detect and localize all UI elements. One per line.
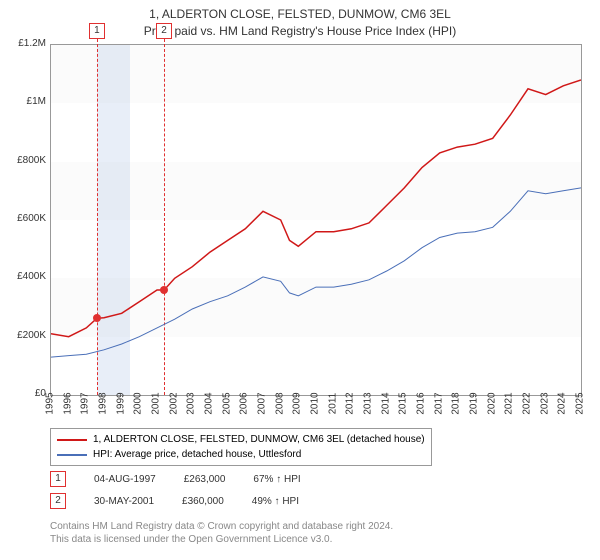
legend-swatch-1 <box>57 439 87 441</box>
marker-data-rows: 1 04-AUG-1997 £263,000 67% ↑ HPI 2 30-MA… <box>50 468 301 512</box>
ytick-label: £0 <box>6 388 46 399</box>
marker-badge-1: 1 <box>50 471 66 487</box>
xtick-label: 1996 <box>62 389 73 419</box>
chart-container: 1, ALDERTON CLOSE, FELSTED, DUNMOW, CM6 … <box>0 0 600 560</box>
ytick-label: £400K <box>6 271 46 282</box>
marker-box-2: 2 <box>156 23 172 39</box>
xtick-label: 2001 <box>151 389 162 419</box>
marker-badge-2: 2 <box>50 493 66 509</box>
ytick-label: £600K <box>6 213 46 224</box>
marker-date-1: 04-AUG-1997 <box>94 474 156 485</box>
data-row-2: 2 30-MAY-2001 £360,000 49% ↑ HPI <box>50 490 301 512</box>
data-row-1: 1 04-AUG-1997 £263,000 67% ↑ HPI <box>50 468 301 490</box>
xtick-label: 2021 <box>504 389 515 419</box>
xtick-label: 1999 <box>115 389 126 419</box>
xtick-label: 2009 <box>292 389 303 419</box>
xtick-label: 2006 <box>239 389 250 419</box>
plot-area: 12 <box>50 44 582 396</box>
marker-hpi-1: 67% ↑ HPI <box>253 474 300 485</box>
xtick-label: 2008 <box>274 389 285 419</box>
legend-row-1: 1, ALDERTON CLOSE, FELSTED, DUNMOW, CM6 … <box>57 432 425 447</box>
xtick-label: 2002 <box>168 389 179 419</box>
footer-line2: This data is licensed under the Open Gov… <box>50 533 393 546</box>
ytick-label: £1M <box>6 96 46 107</box>
xtick-label: 2010 <box>310 389 321 419</box>
footer: Contains HM Land Registry data © Crown c… <box>50 520 393 546</box>
xtick-label: 1997 <box>80 389 91 419</box>
xtick-label: 2011 <box>327 389 338 419</box>
xtick-label: 2013 <box>363 389 374 419</box>
title-line1: 1, ALDERTON CLOSE, FELSTED, DUNMOW, CM6 … <box>0 6 600 23</box>
legend-swatch-2 <box>57 454 87 456</box>
xtick-label: 2017 <box>433 389 444 419</box>
marker-price-1: £263,000 <box>184 474 226 485</box>
marker-date-2: 30-MAY-2001 <box>94 496 154 507</box>
xtick-label: 2000 <box>133 389 144 419</box>
xtick-label: 2019 <box>469 389 480 419</box>
marker-price-2: £360,000 <box>182 496 224 507</box>
xtick-label: 2007 <box>257 389 268 419</box>
xtick-label: 2018 <box>451 389 462 419</box>
legend-row-2: HPI: Average price, detached house, Uttl… <box>57 447 425 462</box>
xtick-label: 2003 <box>186 389 197 419</box>
legend-label-2: HPI: Average price, detached house, Uttl… <box>93 447 301 462</box>
xtick-label: 1995 <box>45 389 56 419</box>
xtick-label: 2016 <box>416 389 427 419</box>
xtick-label: 2024 <box>557 389 568 419</box>
xtick-label: 1998 <box>98 389 109 419</box>
xtick-label: 2004 <box>204 389 215 419</box>
footer-line1: Contains HM Land Registry data © Crown c… <box>50 520 393 533</box>
series-lines <box>51 45 581 395</box>
ytick-label: £800K <box>6 155 46 166</box>
legend: 1, ALDERTON CLOSE, FELSTED, DUNMOW, CM6 … <box>50 428 432 466</box>
ytick-label: £200K <box>6 330 46 341</box>
xtick-label: 2014 <box>380 389 391 419</box>
marker-hpi-2: 49% ↑ HPI <box>252 496 299 507</box>
xtick-label: 2025 <box>575 389 586 419</box>
legend-label-1: 1, ALDERTON CLOSE, FELSTED, DUNMOW, CM6 … <box>93 432 425 447</box>
xtick-label: 2012 <box>345 389 356 419</box>
marker-box-1: 1 <box>89 23 105 39</box>
ytick-label: £1.2M <box>6 38 46 49</box>
xtick-label: 2005 <box>221 389 232 419</box>
xtick-label: 2023 <box>539 389 550 419</box>
xtick-label: 2015 <box>398 389 409 419</box>
xtick-label: 2022 <box>522 389 533 419</box>
xtick-label: 2020 <box>486 389 497 419</box>
